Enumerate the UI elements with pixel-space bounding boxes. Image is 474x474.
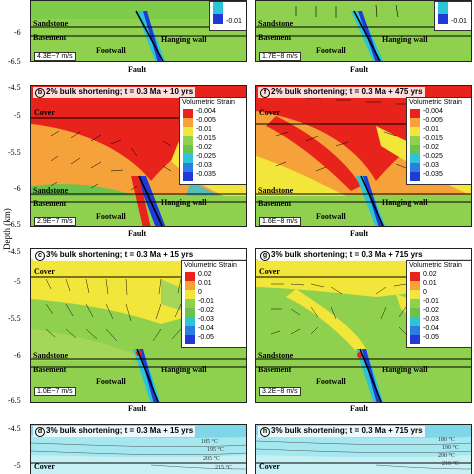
- label-hanging-wall: Hanging wall: [382, 365, 428, 374]
- legend-c: Volumetric Strain 0.02 0.01 0 -0.01 -0.0…: [181, 260, 246, 348]
- panel-f: f 2% bulk shortening; t = 0.3 Ma + 475 yr…: [255, 85, 472, 227]
- panel-g: g 3% bulk shortening; t = 0.3 Ma + 715 yr…: [255, 248, 472, 403]
- isotherm-label: 185 °C: [201, 439, 218, 445]
- panel-c: c 3% bulk shortening; t = 0.3 Ma + 15 yrs…: [30, 248, 247, 403]
- label-basement: Basement: [33, 199, 67, 208]
- velocity-scale: 3.2E−8 m/s: [259, 387, 301, 396]
- label-footwall: Footwall: [316, 46, 346, 55]
- label-sandstone: Sandstone: [258, 351, 294, 360]
- legend-e: -0.01: [434, 1, 471, 31]
- fault-label-g: Fault: [350, 404, 369, 413]
- tick-a-0: -6: [14, 28, 21, 37]
- label-footwall: Footwall: [96, 212, 126, 221]
- tick-d-0: -4.5: [8, 424, 21, 433]
- tick-b-3: -6: [14, 184, 21, 193]
- label-cover: Cover: [259, 462, 280, 471]
- legend-f: Volumetric Strain -0.004 -0.005 -0.01 -0…: [406, 97, 471, 185]
- panel-a: Sandstone Basement Footwall Hanging wall…: [30, 0, 247, 62]
- label-sandstone: Sandstone: [33, 19, 69, 28]
- tick-c-1: -5: [14, 277, 21, 286]
- panel-h: h 3% bulk shortening; t = 0.3 Ma + 715 yr…: [255, 424, 472, 474]
- isotherm-label: 190 °C: [442, 445, 459, 451]
- tick-c-0: -4.5: [8, 247, 21, 256]
- fault-label-a: Fault: [128, 65, 147, 74]
- isotherm-label: 200 °C: [438, 453, 455, 459]
- label-sandstone: Sandstone: [33, 186, 69, 195]
- panel-f-title: f 2% bulk shortening; t = 0.3 Ma + 475 yr…: [258, 87, 425, 98]
- label-cover: Cover: [34, 108, 55, 117]
- label-basement: Basement: [258, 365, 292, 374]
- label-basement: Basement: [33, 33, 67, 42]
- label-basement: Basement: [258, 199, 292, 208]
- tick-b-4: -6.5: [8, 220, 21, 229]
- velocity-scale: 4.3E−7 m/s: [34, 52, 76, 61]
- panel-h-title: h 3% bulk shortening; t = 0.3 Ma + 715 yr…: [258, 426, 425, 437]
- label-cover: Cover: [259, 267, 280, 276]
- label-sandstone: Sandstone: [258, 19, 294, 28]
- fault-label-f: Fault: [350, 229, 369, 238]
- label-footwall: Footwall: [316, 377, 346, 386]
- label-sandstone: Sandstone: [258, 186, 294, 195]
- fault-label-b: Fault: [128, 229, 147, 238]
- label-cover: Cover: [34, 267, 55, 276]
- label-basement: Basement: [33, 365, 67, 374]
- tick-b-2: -5.5: [8, 148, 21, 157]
- legend-b: Volumetric Strain -0.004 -0.005 -0.01 -0…: [179, 97, 246, 185]
- legend-a: -0.01: [209, 1, 246, 31]
- panel-c-title: c 3% bulk shortening; t = 0.3 Ma + 15 yrs: [33, 250, 196, 261]
- label-footwall: Footwall: [96, 377, 126, 386]
- velocity-scale: 1.6E−8 m/s: [259, 217, 301, 226]
- tick-a-1: -6.5: [8, 57, 21, 66]
- label-hanging-wall: Hanging wall: [161, 198, 207, 207]
- label-hanging-wall: Hanging wall: [161, 365, 207, 374]
- y-axis-label: Depth (km): [2, 208, 12, 250]
- isotherm-label: 210 °C: [442, 461, 459, 467]
- tick-c-2: -5.5: [8, 314, 21, 323]
- label-basement: Basement: [258, 33, 292, 42]
- label-footwall: Footwall: [96, 46, 126, 55]
- label-sandstone: Sandstone: [33, 351, 69, 360]
- panel-e: Sandstone Basement Footwall Hanging wall…: [255, 0, 472, 62]
- panel-d-title: d 3% bulk shortening; t = 0.3 Ma + 15 yrs: [33, 426, 196, 437]
- panel-b-title: b 2% bulk shortening; t = 0.3 Ma + 10 yrs: [33, 87, 196, 98]
- label-cover: Cover: [259, 108, 280, 117]
- velocity-scale: 1.0E−7 m/s: [34, 387, 76, 396]
- velocity-scale: 1.7E−8 m/s: [259, 52, 301, 61]
- legend-g: Volumetric Strain 0.02 0.01 0 -0.01 -0.0…: [406, 260, 471, 348]
- panel-b: b 2% bulk shortening; t = 0.3 Ma + 10 yrs…: [30, 85, 247, 227]
- label-footwall: Footwall: [316, 212, 346, 221]
- label-hanging-wall: Hanging wall: [382, 198, 428, 207]
- panel-d: d 3% bulk shortening; t = 0.3 Ma + 15 yrs…: [30, 424, 247, 474]
- isotherm-label: 205 °C: [203, 456, 220, 462]
- tick-b-0: -4.5: [8, 83, 21, 92]
- fault-label-e: Fault: [350, 65, 369, 74]
- label-cover: Cover: [34, 462, 55, 471]
- isotherm-label: 195 °C: [207, 447, 224, 453]
- tick-d-1: -5: [14, 461, 21, 470]
- isotherm-label: 215 °C: [215, 465, 232, 471]
- isotherm-label: 180 °C: [438, 437, 455, 443]
- fault-label-c: Fault: [128, 404, 147, 413]
- label-hanging-wall: Hanging wall: [382, 35, 428, 44]
- panel-g-title: g 3% bulk shortening; t = 0.3 Ma + 715 yr…: [258, 250, 425, 261]
- tick-c-4: -6.5: [8, 396, 21, 405]
- velocity-scale: 2.9E−7 m/s: [34, 217, 76, 226]
- label-hanging-wall: Hanging wall: [161, 35, 207, 44]
- tick-b-1: -5: [14, 111, 21, 120]
- tick-c-3: -6: [14, 351, 21, 360]
